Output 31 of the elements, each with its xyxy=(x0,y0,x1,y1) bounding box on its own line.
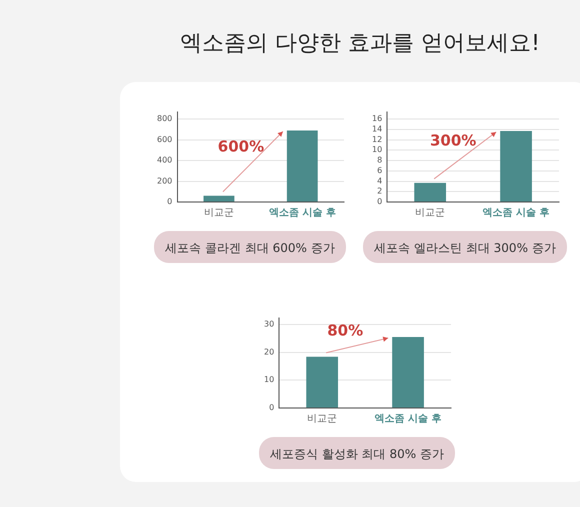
annotation: 300% xyxy=(430,131,476,150)
chart-title: 엑소좀의 다양한 효과를 얻어보세요! xyxy=(179,30,541,58)
y-tick-label: 400 xyxy=(156,156,172,165)
y-tick-label: 600 xyxy=(156,134,172,144)
y-tick-label: 14 xyxy=(372,124,382,134)
x-tick-label: 비교군 xyxy=(415,208,446,219)
y-tick-label: 800 xyxy=(156,114,172,124)
y-tick-label: 4 xyxy=(377,176,382,186)
x-tick-label: 비교군 xyxy=(204,208,234,219)
text: 세포속 콜라겐 최대 600% 증가 xyxy=(165,241,335,255)
annotation: 80% xyxy=(327,321,364,340)
y-tick-label: 2 xyxy=(377,186,382,196)
text: 세포속 엘라스틴 최대 300% 증가 xyxy=(374,241,556,255)
x-tick-label: 비교군 xyxy=(307,414,338,425)
y-tick-label: 0 xyxy=(167,197,172,206)
y-tick-label: 200 xyxy=(156,176,172,186)
y-tick-label: 0 xyxy=(377,197,382,206)
y-tick-label: 6 xyxy=(377,166,382,175)
y-tick-label: 12 xyxy=(372,134,382,144)
y-tick-label: 16 xyxy=(372,114,382,124)
y-tick-label: 0 xyxy=(269,403,274,412)
y-tick-label: 20 xyxy=(264,347,274,356)
y-tick-label: 10 xyxy=(264,375,274,384)
x-tick-label: 엑소좀 시술 후 xyxy=(482,208,550,219)
y-tick-label: 8 xyxy=(377,156,382,165)
annotation: 600% xyxy=(218,138,264,156)
x-tick-label: 엑소좀 시술 후 xyxy=(374,414,442,425)
y-tick-label: 30 xyxy=(264,320,274,329)
x-tick-label: 엑소좀 시술 후 xyxy=(268,208,336,219)
text: 세포증식 활성화 최대 80% 증가 xyxy=(270,447,444,461)
y-tick-label: 10 xyxy=(372,145,382,154)
